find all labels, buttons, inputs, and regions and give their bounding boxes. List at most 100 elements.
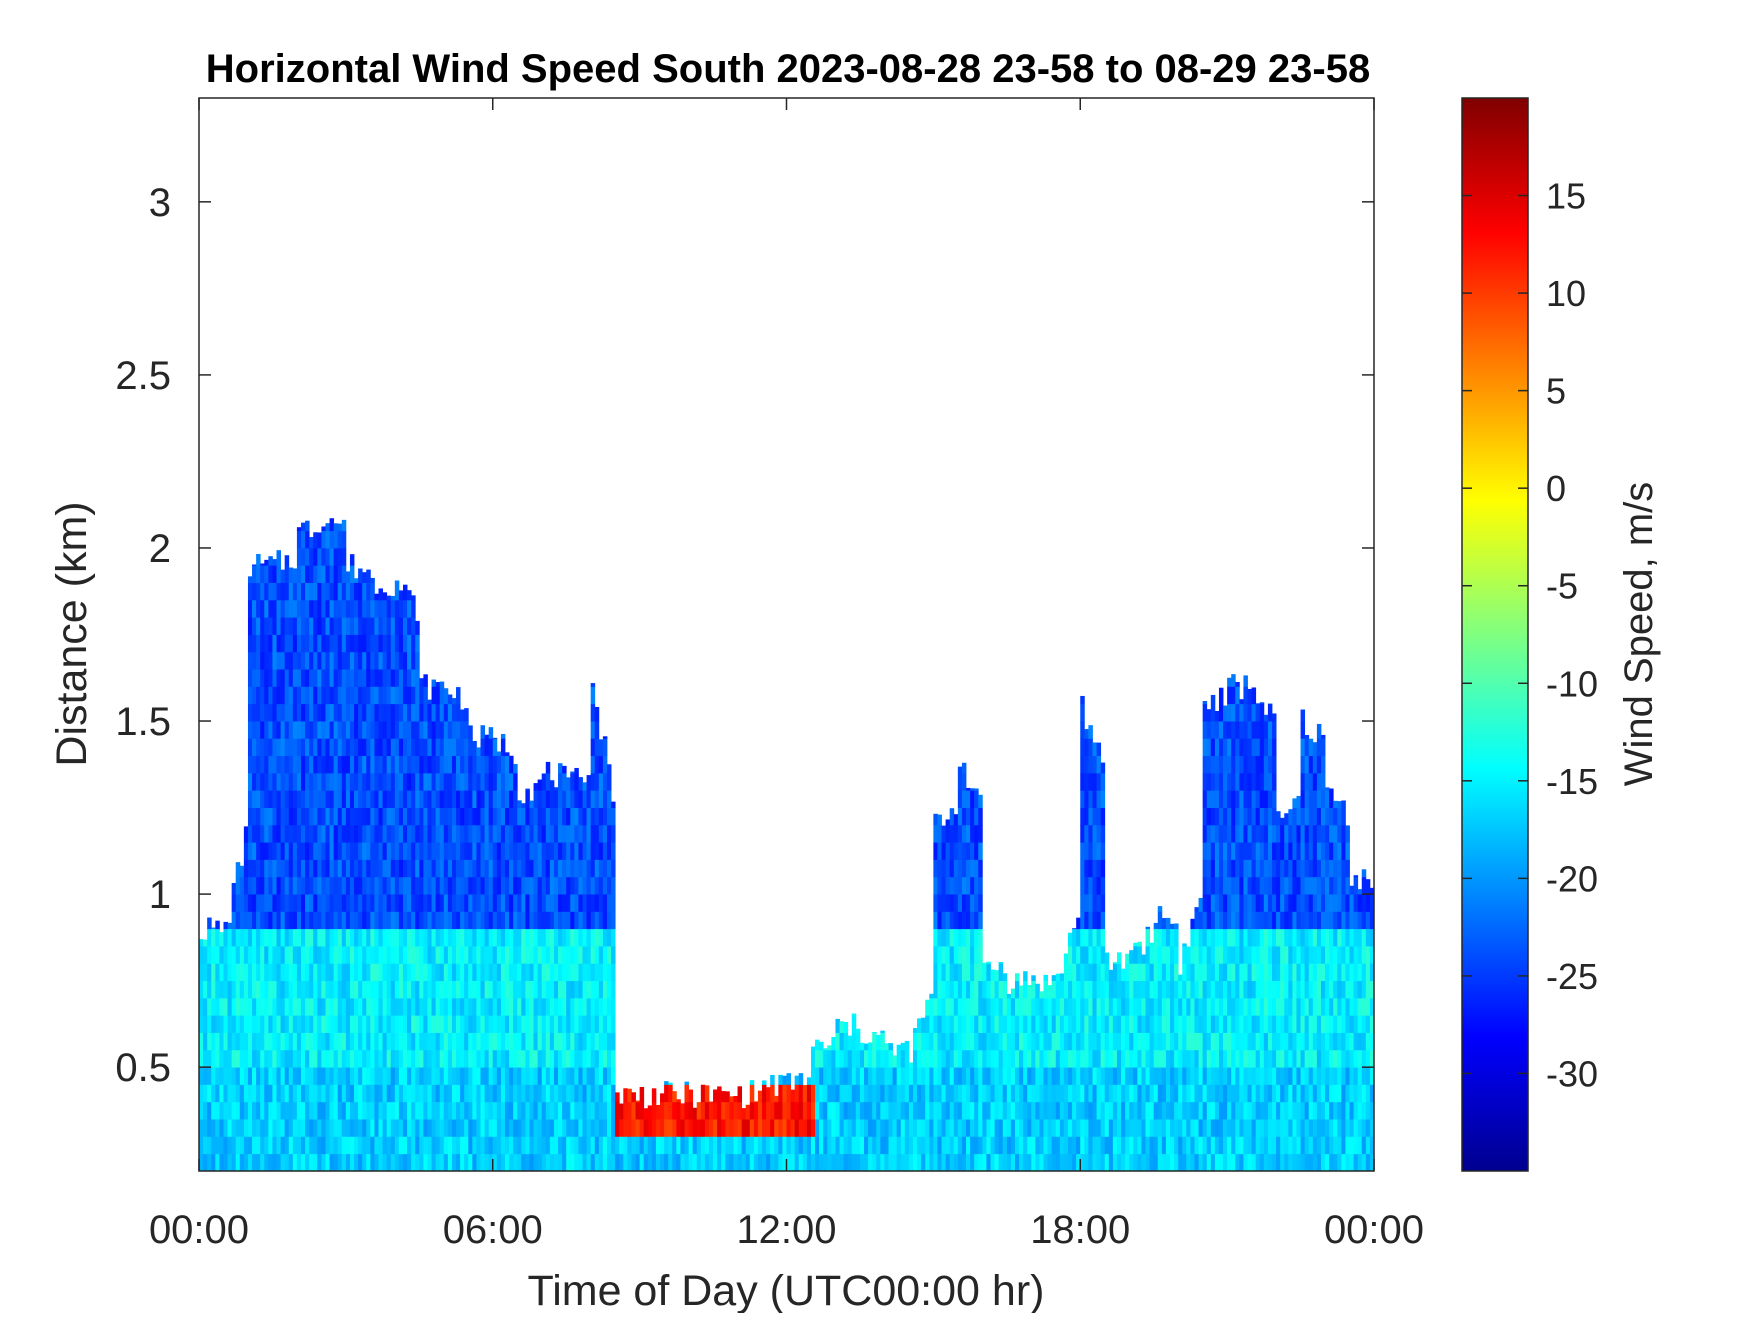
heatmap-cell [680, 1103, 685, 1120]
heatmap-cell [1272, 997, 1277, 1016]
heatmap-cell [688, 1089, 694, 1103]
heatmap-cell [525, 1032, 530, 1051]
heatmap-cell [1035, 1136, 1040, 1155]
heatmap-cell [1072, 1084, 1077, 1103]
heatmap-cell [933, 1015, 938, 1033]
heatmap-cell [423, 1067, 428, 1085]
heatmap-cell [757, 1101, 763, 1120]
heatmap-cell [305, 1119, 310, 1137]
heatmap-cell [1161, 997, 1167, 1016]
heatmap-cell [1235, 1015, 1240, 1033]
heatmap-cell [941, 1084, 947, 1103]
heatmap-cell [1194, 1015, 1199, 1033]
heatmap-cell [366, 807, 371, 826]
heatmap-cell [949, 997, 955, 1016]
heatmap-cell [370, 738, 375, 757]
heatmap-cell [1223, 876, 1228, 895]
heatmap-cell [345, 1032, 351, 1051]
heatmap-cell [1206, 1067, 1212, 1085]
heatmap-cell [247, 738, 253, 757]
heatmap-cell [1121, 1101, 1126, 1120]
heatmap-cell [602, 1153, 608, 1172]
heatmap-cell [835, 1153, 840, 1172]
heatmap-cell [1223, 963, 1228, 982]
heatmap-cell [443, 1101, 449, 1120]
heatmap-cell [558, 911, 563, 930]
heatmap-cell [660, 1153, 665, 1172]
heatmap-cell [545, 894, 551, 912]
heatmap-cell [921, 1032, 926, 1051]
heatmap-cell [288, 634, 294, 653]
heatmap-cell [247, 1153, 253, 1172]
heatmap-cell [578, 1032, 583, 1051]
heatmap-cell [296, 911, 302, 930]
heatmap-cell [435, 1153, 441, 1172]
heatmap-cell [570, 876, 575, 895]
heatmap-cell [1072, 1153, 1077, 1172]
heatmap-cell [337, 790, 343, 808]
heatmap-cell [1080, 1032, 1085, 1051]
heatmap-cell [1214, 963, 1220, 982]
heatmap-cell [1104, 963, 1110, 982]
heatmap-cell [741, 1108, 747, 1120]
heatmap-cell [1276, 946, 1281, 964]
heatmap-cell [868, 1119, 873, 1137]
heatmap-cell [321, 547, 326, 566]
heatmap-cell [757, 1136, 763, 1155]
heatmap-cell [284, 980, 290, 999]
heatmap-cell [431, 824, 437, 843]
heatmap-cell [333, 617, 339, 635]
heatmap-cell [256, 842, 261, 860]
heatmap-cell [435, 997, 441, 1016]
heatmap-cell [402, 738, 408, 757]
heatmap-cell [407, 1032, 412, 1051]
heatmap-cell [986, 1136, 991, 1155]
heatmap-cell [876, 1084, 881, 1103]
heatmap-cell [974, 824, 979, 843]
heatmap-cell [427, 997, 432, 1016]
heatmap-cell [382, 894, 388, 912]
heatmap-cell [239, 1119, 245, 1137]
heatmap-cell [998, 963, 1004, 982]
heatmap-cell [354, 842, 359, 860]
heatmap-cell [1280, 980, 1285, 999]
heatmap-cell [562, 911, 567, 930]
heatmap-cell [284, 1136, 290, 1155]
heatmap-cell [1210, 876, 1216, 895]
heatmap-cell [1202, 1153, 1208, 1172]
heatmap-cell [337, 1032, 343, 1051]
heatmap-cell [1161, 1067, 1167, 1085]
heatmap-cell [268, 1153, 273, 1172]
heatmap-cell [594, 706, 600, 722]
heatmap-cell [1023, 1015, 1028, 1033]
heatmap-cell [386, 876, 392, 895]
heatmap-cell [223, 921, 228, 930]
heatmap-cell [541, 1136, 547, 1155]
heatmap-cell [288, 1015, 294, 1033]
heatmap-cell [256, 599, 261, 618]
heatmap-cell [586, 894, 592, 912]
heatmap-cell [782, 1153, 787, 1172]
heatmap-cell [415, 772, 420, 791]
heatmap-cell [643, 1119, 649, 1137]
heatmap-cell [276, 721, 281, 739]
heatmap-cell [333, 1136, 339, 1155]
heatmap-cell [496, 751, 502, 757]
heatmap-cell [362, 807, 367, 826]
heatmap-cell [435, 894, 441, 912]
heatmap-cell [1210, 1101, 1216, 1120]
heatmap-cell [586, 1015, 592, 1033]
heatmap-cell [1108, 980, 1114, 999]
heatmap-cell [492, 824, 498, 843]
heatmap-cell [1145, 1032, 1151, 1051]
heatmap-cell [1267, 1015, 1273, 1033]
heatmap-cell [358, 997, 363, 1016]
heatmap-cell [276, 807, 281, 826]
heatmap-cell [933, 963, 938, 982]
heatmap-cell [525, 842, 530, 860]
heatmap-cell [611, 1119, 616, 1137]
heatmap-cell [476, 946, 481, 964]
heatmap-cell [974, 790, 979, 808]
heatmap-cell [443, 980, 449, 999]
heatmap-cell [562, 1084, 567, 1103]
